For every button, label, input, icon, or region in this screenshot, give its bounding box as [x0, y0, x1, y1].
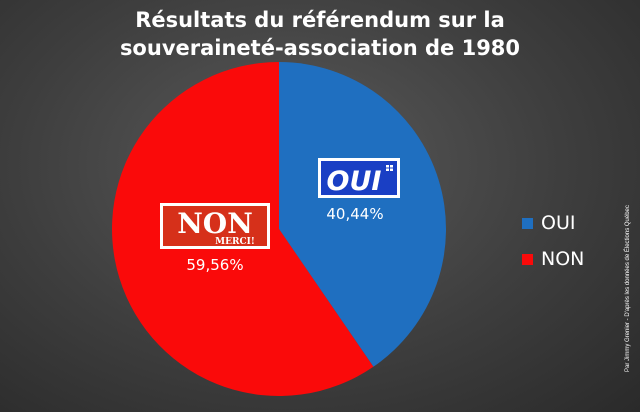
- credit-text: Par Jimmy Grenier - D'après les données …: [625, 205, 631, 372]
- oui-logo-text: OUI: [327, 166, 382, 197]
- legend: OUI NON: [522, 205, 584, 277]
- data-label-non: 59,56%: [186, 256, 243, 274]
- chart-title: Résultats du référendum sur la souverain…: [0, 6, 640, 62]
- legend-swatch-oui: [522, 217, 533, 229]
- legend-swatch-non: [522, 253, 533, 265]
- merci-logo-text: MERCI!: [215, 237, 255, 247]
- non-logo-text: NON: [177, 207, 253, 240]
- oui-logo: OUI: [318, 158, 400, 198]
- chart-title-line-1: Résultats du référendum sur la: [135, 8, 505, 32]
- legend-label-non: NON: [541, 248, 585, 270]
- chart-title-line-2: souveraineté-association de 1980: [119, 36, 521, 60]
- pie-slice-oui: [279, 62, 447, 367]
- legend-item-non: NON: [522, 241, 584, 277]
- legend-item-oui: OUI: [522, 205, 584, 241]
- non-merci-logo: NON MERCI!: [160, 203, 270, 249]
- data-label-oui: 40,44%: [326, 205, 383, 223]
- legend-label-oui: OUI: [541, 212, 576, 234]
